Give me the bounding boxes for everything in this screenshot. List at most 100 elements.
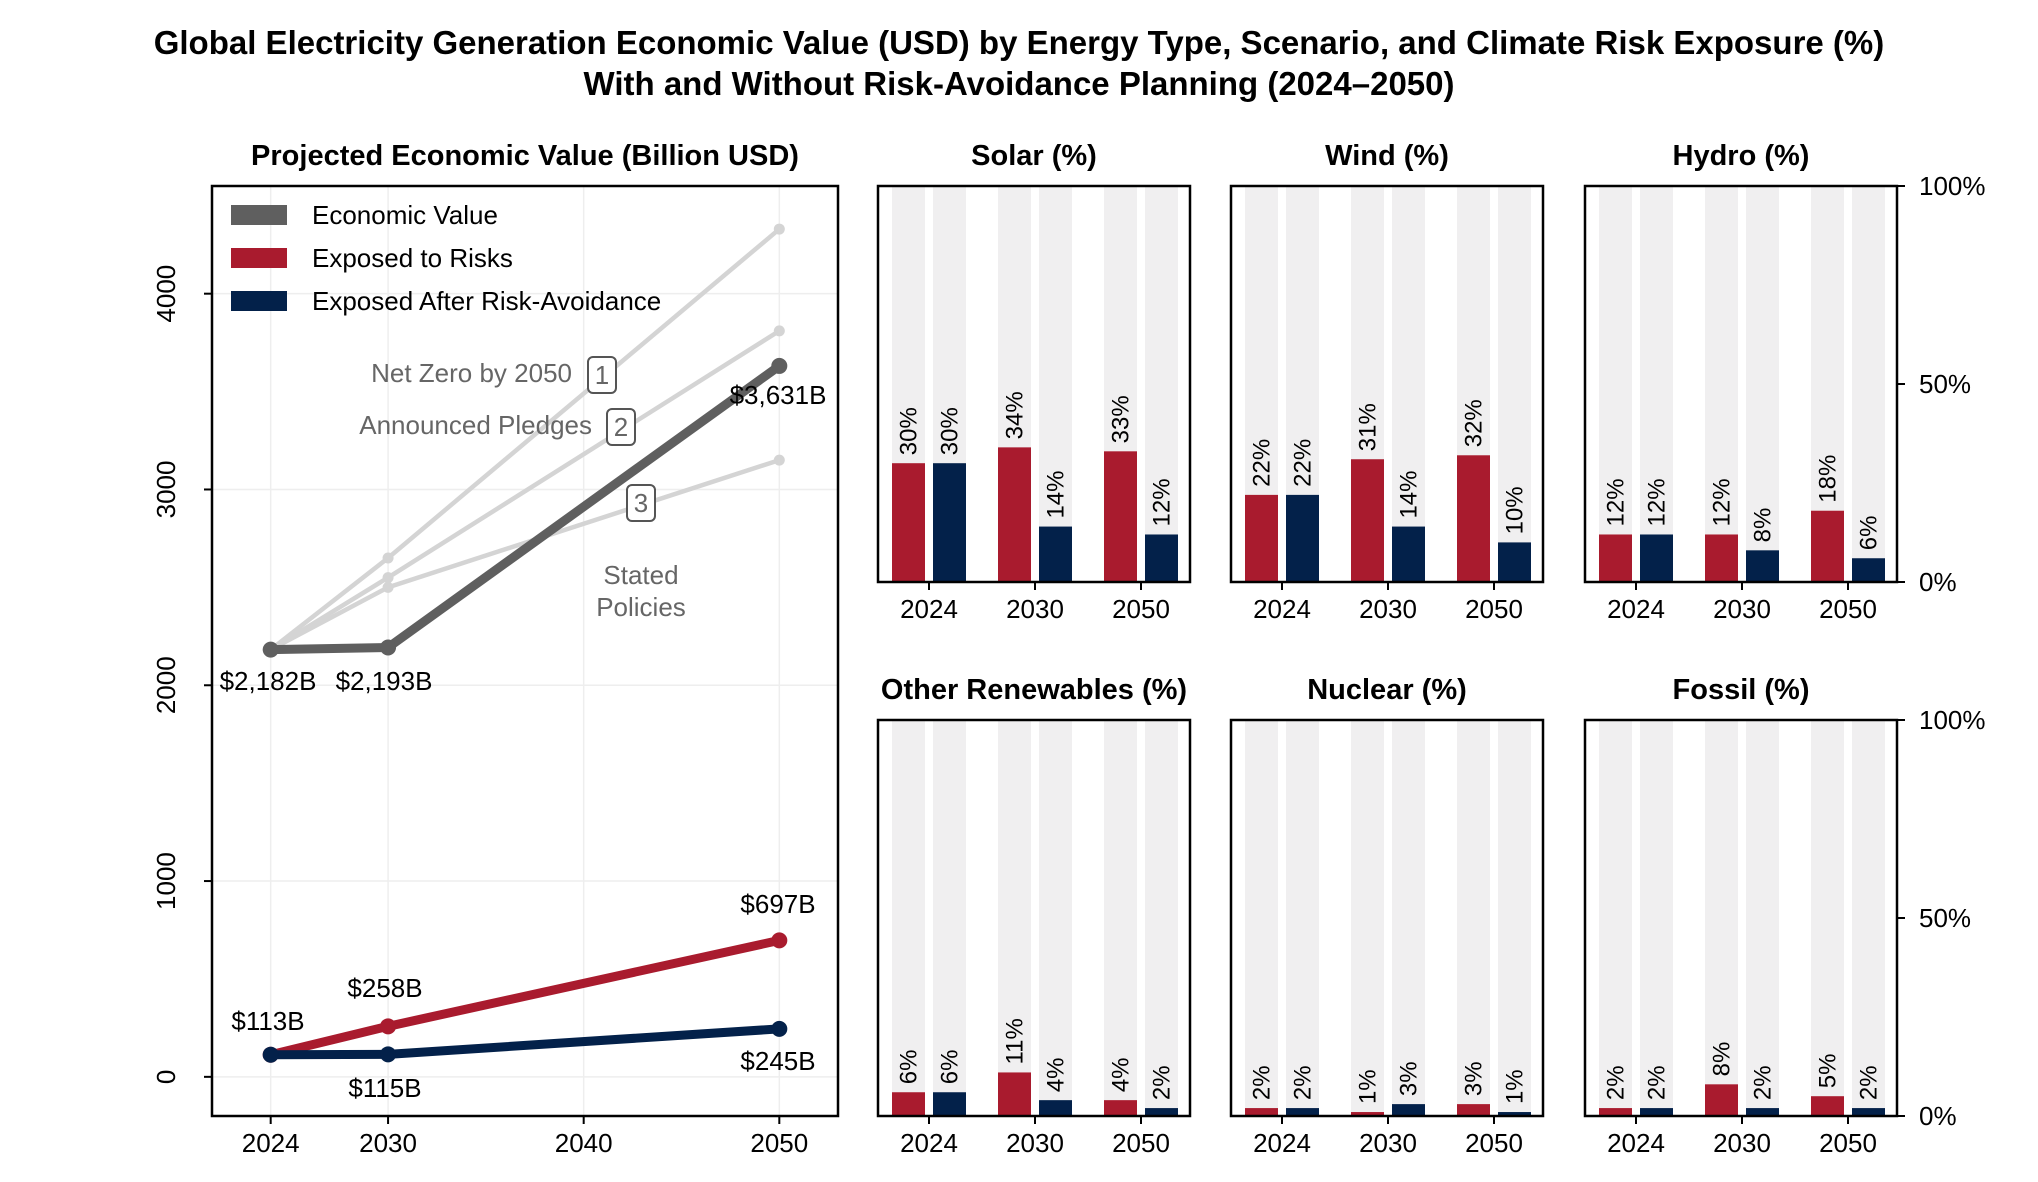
bar-panel-frame	[1229, 718, 1545, 1118]
bar-panel: Other Renewables (%) 6% 6% 2024 11% 4% 2030 4% 2…	[876, 674, 1192, 1158]
bar-panel: Wind (%) 22% 22% 2024 31% 14% 2030 32% 10% 2050	[1229, 140, 1545, 624]
bar-exposed	[1104, 1100, 1137, 1116]
bar-panel: Nuclear (%) 2% 2% 2024 1% 3% 2030 3% 1% 2050	[1229, 674, 1545, 1158]
line-axes: 2024 2030 2040 2050 0 1000 2000 3000 4000	[151, 184, 840, 1158]
bar-panel-frame	[1229, 184, 1545, 584]
x-tick-label: 2050	[750, 1128, 808, 1158]
bar-background	[1039, 186, 1072, 582]
bar-value-label: 10%	[1502, 486, 1529, 534]
x-tick-label: 2024	[1607, 594, 1665, 624]
bar-background	[1245, 720, 1278, 1116]
scenario-point	[382, 552, 394, 564]
y-tick-label: 100%	[1919, 171, 1986, 201]
bar-exposed	[998, 1072, 1031, 1116]
bar-avoided	[1145, 534, 1178, 582]
point-label: $113B	[231, 1006, 304, 1036]
x-tick-label: 2050	[1112, 1128, 1170, 1158]
bar-value-label: 1%	[1502, 1069, 1529, 1104]
bar-exposed	[1705, 534, 1738, 582]
bar-exposed	[1245, 494, 1278, 582]
bar-avoided	[1852, 558, 1885, 582]
bar-value-label: 11%	[1002, 1018, 1029, 1064]
bar-value-label: 2%	[1856, 1065, 1883, 1100]
scenario-marker-box	[606, 408, 636, 446]
point-label: $115B	[348, 1073, 421, 1103]
figure-title-line1: Global Electricity Generation Economic V…	[154, 24, 1885, 61]
bar-value-label: 22%	[1249, 439, 1276, 487]
bar-exposed	[1457, 1104, 1490, 1116]
scenario-lines	[269, 223, 785, 652]
bar-exposed	[1104, 451, 1137, 582]
bar-background	[1640, 720, 1673, 1116]
bar-value-label: 6%	[937, 1050, 964, 1085]
bar-background	[1746, 720, 1779, 1116]
bar-value-label: 6%	[896, 1050, 923, 1085]
bar-value-label: 2%	[1249, 1065, 1276, 1100]
bar-background	[1104, 720, 1137, 1116]
bar-value-label: 5%	[1815, 1054, 1842, 1089]
bar-background	[1811, 720, 1844, 1116]
bar-value-label: 2%	[1290, 1065, 1317, 1100]
bar-exposed	[1599, 534, 1632, 582]
bar-exposed	[892, 1092, 925, 1116]
series-lines	[262, 357, 788, 1063]
y-tick-label: 0	[151, 1070, 181, 1084]
bar-panel-title: Other Renewables (%)	[881, 674, 1187, 706]
bar-background	[1599, 720, 1632, 1116]
bar-value-label: 2%	[1603, 1065, 1630, 1100]
legend-swatch	[231, 291, 287, 311]
series-point	[771, 932, 788, 949]
bar-value-label: 1%	[1355, 1069, 1382, 1104]
scenario-marker: 3	[634, 488, 648, 518]
bar-background	[933, 720, 966, 1116]
scenario-point	[773, 223, 785, 235]
bar-value-label: 2%	[1750, 1065, 1777, 1100]
scenario-point	[382, 572, 394, 584]
point-label: $2,182B	[220, 666, 317, 696]
legend-label: Exposed to Risks	[312, 243, 513, 273]
x-tick-label: 2050	[1465, 594, 1523, 624]
bar-value-label: 30%	[937, 407, 964, 455]
bar-panel-title: Fossil (%)	[1673, 674, 1810, 706]
bar-background	[892, 720, 925, 1116]
series-point	[380, 639, 397, 656]
bar-exposed	[1457, 455, 1490, 582]
scenario-marker: 2	[614, 412, 628, 442]
series-point	[262, 1046, 279, 1063]
y-tick-label: 4000	[151, 265, 181, 323]
bar-value-label: 4%	[1043, 1057, 1070, 1092]
legend: Economic Value Exposed to Risks Exposed Af…	[231, 200, 661, 316]
bar-value-label: 12%	[1709, 478, 1736, 526]
bar-background	[1457, 720, 1490, 1116]
x-tick-label: 2030	[1713, 1128, 1771, 1158]
bar-background	[1852, 720, 1885, 1116]
point-label: $2,193B	[336, 666, 433, 696]
bar-panel: Hydro (%) 12% 12% 2024 12% 8% 2030 18% 6% 2050 0% 5…	[1583, 140, 1986, 624]
bar-value-label: 32%	[1461, 399, 1488, 447]
x-tick-label: 2030	[1006, 1128, 1064, 1158]
bar-value-label: 34%	[1002, 391, 1029, 439]
bar-background	[1145, 720, 1178, 1116]
bar-background	[1039, 720, 1072, 1116]
bar-value-label: 3%	[1461, 1061, 1488, 1096]
scenario-name: Policies	[596, 592, 686, 622]
bar-panel: Fossil (%) 2% 2% 2024 8% 2% 2030 5% 2% 2050 0% 50% 1…	[1583, 674, 1986, 1158]
point-label: $3,631B	[730, 380, 827, 410]
bar-panel-frame	[876, 718, 1192, 1118]
bar-avoided	[1392, 1104, 1425, 1116]
bar-value-label: 12%	[1644, 478, 1671, 526]
figure-title-line2: With and Without Risk-Avoidance Planning…	[583, 65, 1454, 102]
series-point	[771, 357, 788, 374]
bar-avoided	[1498, 542, 1531, 582]
y-tick-label: 2000	[151, 656, 181, 714]
series-point	[771, 1020, 788, 1037]
x-tick-label: 2050	[1819, 1128, 1877, 1158]
bar-avoided	[1746, 1108, 1779, 1116]
bar-background	[1705, 186, 1738, 582]
line-chart-panel: Projected Economic Value (Billion USD) $…	[151, 140, 840, 1158]
bar-panel-frame	[876, 184, 1192, 584]
bar-avoided	[1498, 1112, 1531, 1116]
legend-label: Economic Value	[312, 200, 498, 230]
bar-panel-title: Nuclear (%)	[1307, 674, 1467, 706]
